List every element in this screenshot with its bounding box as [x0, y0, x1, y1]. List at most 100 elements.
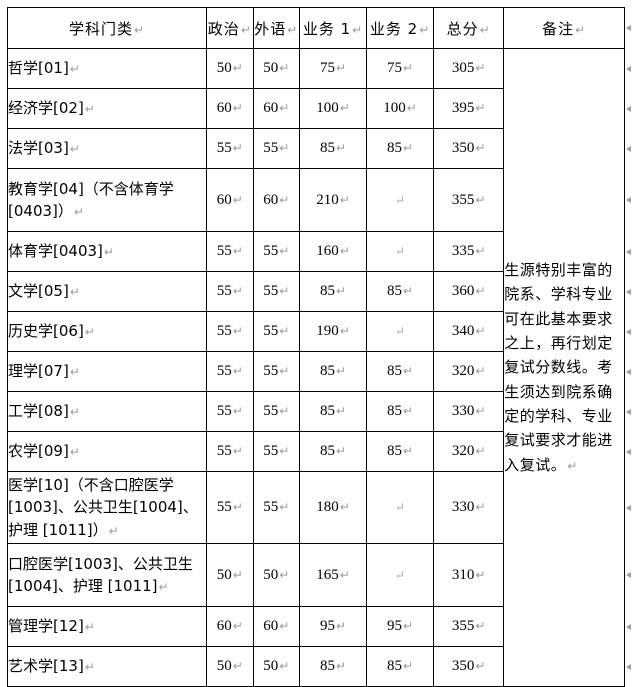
cell-subject: 法学[03]↵	[6, 128, 208, 169]
pilcrow-mark: ↵	[395, 192, 406, 207]
pilcrow-mark: ↵	[232, 444, 243, 458]
cell-total: 305↵	[433, 48, 505, 89]
subject-label: 文学[05]	[8, 282, 69, 301]
column-header-major2: 业务 2↵	[366, 7, 435, 49]
subject-label: 医学[10]（不含口腔医学[1003]、公共卫生[1004]、护理 [1011]…	[8, 475, 198, 539]
pilcrow-mark: ↵	[158, 580, 169, 594]
cell-major1: 165↵	[298, 543, 368, 607]
major2-value: 85	[387, 363, 403, 379]
pilcrow-mark: ↵	[84, 325, 95, 340]
pilcrow-mark: ↵	[279, 284, 290, 298]
row-end-marker-icon	[626, 572, 631, 578]
subject-label: 口腔医学[1003]、公共卫生 [1004]、护理 [1011]	[8, 554, 193, 596]
total-value: 305	[451, 60, 475, 76]
foreign-value: 55	[263, 403, 279, 419]
cell-foreign: 55↵	[252, 231, 300, 272]
pilcrow-mark: ↵	[475, 324, 486, 338]
cell-foreign: 55↵	[252, 431, 300, 472]
cell-foreign: 60↵	[252, 88, 300, 129]
politics-value: 60	[216, 618, 232, 634]
pilcrow-mark: ↵	[232, 324, 243, 338]
cell-total: 330↵	[433, 471, 505, 544]
politics-value: 50	[216, 60, 232, 76]
major1-value: 190	[316, 323, 339, 339]
cell-total: 355↵	[433, 606, 505, 647]
cell-foreign: 50↵	[252, 543, 300, 607]
cell-major1: 85↵	[298, 646, 368, 687]
column-header-total: 总分↵	[433, 7, 505, 49]
major1-value: 100	[316, 100, 339, 116]
major1-value: 85	[319, 283, 335, 299]
major1-value: 75	[319, 60, 335, 76]
subject-label: 农学[09]	[8, 442, 69, 461]
cell-major2: 85↵	[366, 646, 435, 687]
cell-major2: 85↵	[366, 128, 435, 169]
total-value: 350	[451, 140, 475, 156]
pilcrow-mark: ↵	[403, 364, 414, 378]
total-value: 330	[451, 499, 475, 515]
major1-value: 85	[319, 403, 335, 419]
cell-foreign: 60↵	[252, 606, 300, 647]
major1-value: 210	[316, 191, 339, 208]
column-header-notes: 备注↵	[503, 7, 625, 49]
column-header-politics-label: 政治	[207, 19, 240, 38]
cell-major1: 85↵	[298, 351, 368, 392]
cell-major1: 210↵	[298, 168, 368, 232]
column-header-notes-label: 备注	[542, 19, 575, 38]
pilcrow-mark: ↵	[339, 101, 350, 115]
pilcrow-mark: ↵	[287, 22, 299, 37]
cell-subject: 理学[07]↵	[6, 351, 208, 392]
cell-politics: 55↵	[206, 128, 254, 169]
total-value: 360	[451, 283, 475, 299]
foreign-value: 50	[263, 60, 279, 76]
cell-foreign: 50↵	[252, 646, 300, 687]
column-header-major1: 业务 1↵	[298, 7, 368, 49]
cell-politics: 60↵	[206, 88, 254, 129]
row-end-marker-icon	[626, 106, 631, 112]
cell-politics: 55↵	[206, 351, 254, 392]
foreign-value: 50	[263, 566, 279, 583]
cell-total: 340↵	[433, 311, 505, 352]
politics-value: 55	[216, 363, 232, 379]
pilcrow-mark: ↵	[232, 567, 243, 582]
cell-major1: 95↵	[298, 606, 368, 647]
cell-major1: 190↵	[298, 311, 368, 352]
politics-value: 55	[216, 403, 232, 419]
foreign-value: 55	[263, 243, 279, 259]
cell-subject: 艺术学[13]↵	[6, 646, 208, 687]
cell-major2: ↵	[366, 471, 435, 544]
total-value: 340	[451, 323, 475, 339]
row-end-marker-icon	[626, 249, 631, 255]
cell-major2: 85↵	[366, 271, 435, 312]
politics-value: 55	[216, 323, 232, 339]
cell-foreign: 55↵	[252, 128, 300, 169]
cell-total: 320↵	[433, 351, 505, 392]
subject-label: 经济学[02]	[8, 99, 84, 118]
pilcrow-mark: ↵	[475, 244, 486, 258]
major2-value: 85	[387, 140, 403, 156]
row-end-marker-icon	[626, 25, 631, 31]
major1-value: 95	[319, 618, 335, 634]
cell-total: 355↵	[433, 168, 505, 232]
notes-text: 生源特别丰富的院系、学科专业可在此基本要求之上，再行划定复试分数线。考生须达到院…	[504, 261, 613, 474]
cell-foreign: 60↵	[252, 168, 300, 232]
major2-value: 85	[387, 658, 403, 674]
politics-value: 55	[216, 443, 232, 459]
cell-major1: 85↵	[298, 128, 368, 169]
row-end-marker-icon	[626, 505, 631, 511]
cell-major1: 85↵	[298, 391, 368, 432]
table-row: 理学[07]↵ 55↵ 55↵ 85↵ 85↵ 320↵	[6, 351, 625, 392]
pilcrow-mark: ↵	[69, 365, 80, 380]
pilcrow-mark: ↵	[352, 22, 364, 37]
column-header-politics: 政治↵	[206, 7, 254, 49]
pilcrow-mark: ↵	[335, 619, 347, 633]
subject-label: 管理学[12]	[8, 617, 84, 636]
cell-major2: 100↵	[366, 88, 435, 129]
cell-foreign: 55↵	[252, 271, 300, 312]
pilcrow-mark: ↵	[279, 192, 290, 207]
major1-value: 85	[319, 140, 335, 156]
cell-subject: 农学[09]↵	[6, 431, 208, 472]
cell-politics: 55↵	[206, 431, 254, 472]
cell-foreign: 55↵	[252, 351, 300, 392]
